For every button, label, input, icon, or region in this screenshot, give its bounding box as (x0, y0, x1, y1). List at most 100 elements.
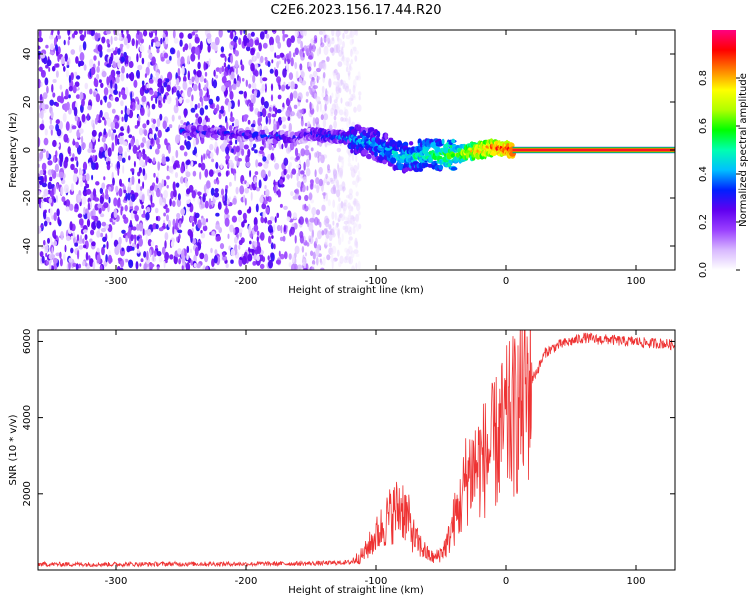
noise-blob (126, 30, 129, 36)
noise-blob (79, 52, 85, 62)
noise-blob (288, 72, 294, 80)
noise-blob (144, 73, 147, 78)
noise-blob (171, 114, 175, 122)
noise-blob (128, 182, 132, 188)
noise-blob (38, 30, 42, 39)
noise-blob (211, 231, 216, 237)
noise-blob (349, 167, 354, 171)
noise-blob (119, 43, 124, 48)
noise-blob (344, 228, 348, 234)
noise-blob (227, 198, 230, 205)
noise-blob (94, 32, 99, 42)
noise-blob (139, 159, 145, 167)
noise-blob (126, 231, 131, 239)
noise-blob (339, 169, 343, 179)
noise-blob (322, 119, 327, 128)
noise-blob (309, 238, 311, 243)
noise-blob (40, 244, 45, 249)
noise-blob (333, 115, 337, 121)
noise-blob (274, 162, 280, 170)
ridge-blob (431, 150, 435, 154)
noise-blob (214, 36, 220, 46)
noise-blob (223, 138, 228, 148)
noise-blob (42, 92, 48, 100)
noise-blob (101, 36, 106, 44)
noise-blob (161, 179, 165, 187)
noise-blob (172, 181, 176, 191)
noise-blob (150, 137, 154, 145)
noise-blob (261, 108, 267, 118)
noise-blob (254, 70, 259, 77)
noise-blob (39, 251, 44, 258)
noise-blob (101, 70, 107, 78)
noise-blob (72, 85, 77, 94)
noise-blob (203, 153, 206, 161)
noise-blob (350, 30, 353, 37)
noise-blob (135, 138, 139, 148)
noise-blob (49, 51, 55, 55)
noise-blob (195, 153, 198, 158)
noise-blob (173, 162, 177, 170)
noise-blob (331, 245, 337, 255)
noise-blob (170, 190, 174, 200)
noise-blob (129, 219, 132, 227)
noise-blob (111, 133, 115, 141)
noise-blob (164, 232, 169, 241)
noise-blob (110, 229, 113, 239)
noise-blob (155, 224, 159, 230)
noise-blob (210, 247, 213, 254)
noise-blob (240, 64, 245, 71)
noise-blob (267, 170, 271, 177)
noise-blob (87, 202, 91, 211)
noise-blob (51, 83, 54, 93)
noise-blob (354, 198, 358, 205)
noise-blob (282, 124, 287, 129)
noise-blob (46, 59, 52, 67)
noise-blob (224, 193, 228, 203)
noise-blob (237, 209, 242, 216)
noise-blob (73, 106, 78, 117)
noise-blob (105, 254, 108, 263)
noise-blob (59, 96, 65, 104)
noise-blob (354, 240, 358, 248)
noise-blob (270, 94, 274, 102)
noise-blob (253, 176, 257, 183)
noise-blob (200, 218, 203, 223)
noise-blob (354, 178, 358, 188)
noise-blob (302, 258, 306, 263)
noise-blob (217, 201, 222, 210)
noise-blob (333, 120, 337, 129)
noise-blob (135, 261, 139, 270)
noise-blob (355, 75, 359, 81)
noise-blob (314, 117, 320, 125)
noise-blob (248, 83, 252, 89)
noise-blob (190, 160, 194, 167)
noise-blob (265, 189, 270, 197)
noise-blob (308, 222, 314, 232)
noise-blob (289, 141, 295, 151)
noise-blob (301, 184, 306, 193)
noise-blob (114, 83, 118, 92)
noise-blob (164, 138, 168, 146)
noise-blob (190, 248, 193, 254)
noise-blob (229, 90, 234, 100)
noise-blob (337, 30, 342, 36)
ridge-blob (451, 138, 456, 144)
noise-blob (168, 124, 173, 129)
ridge-blob (404, 167, 409, 173)
noise-blob (346, 217, 351, 224)
noise-blob (91, 174, 94, 181)
noise-blob (250, 62, 255, 72)
noise-blob (251, 147, 255, 151)
noise-blob (113, 89, 118, 95)
noise-blob (294, 30, 299, 38)
noise-blob (279, 203, 283, 208)
noise-blob (226, 214, 230, 219)
noise-blob (305, 48, 310, 56)
noise-blob (130, 193, 136, 202)
noise-blob (103, 128, 107, 136)
noise-blob (353, 249, 359, 255)
y-tick: 2000 (22, 481, 675, 507)
noise-blob (146, 250, 149, 261)
noise-blob (238, 239, 243, 246)
